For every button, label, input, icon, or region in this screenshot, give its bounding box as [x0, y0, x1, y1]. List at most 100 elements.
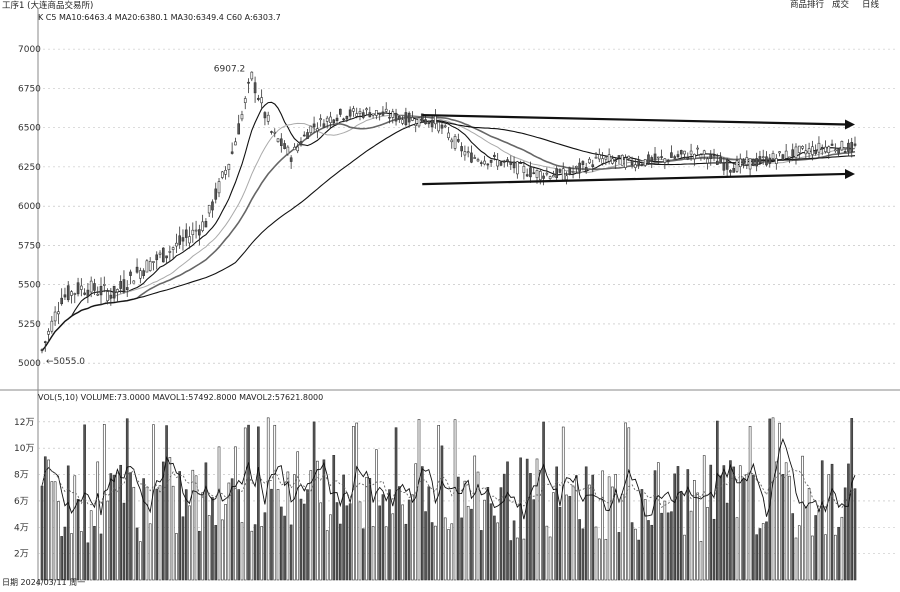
candle-body: [748, 158, 752, 170]
volume-bar: [584, 466, 588, 581]
volume-bar: [830, 463, 834, 581]
candle-body: [434, 115, 437, 125]
price-tick-label: 5000: [18, 359, 41, 369]
volume-bar: [309, 470, 313, 581]
volume-bar: [142, 478, 145, 581]
toolbar-button-ranking[interactable]: 商品排行: [790, 0, 825, 10]
volume-bar: [270, 488, 273, 581]
candle-body: [591, 164, 595, 167]
volume-bar: [794, 537, 798, 581]
trend-channel-arrows: [422, 113, 855, 186]
volume-bar: [555, 466, 558, 581]
candle-body: [817, 142, 821, 153]
volume-bar: [224, 504, 227, 581]
volume-bar: [430, 522, 434, 581]
candle-body: [830, 143, 834, 146]
candle-body: [834, 149, 837, 152]
volume-bar: [516, 537, 519, 581]
price-tick-label: 5750: [18, 241, 41, 251]
candle-body: [473, 157, 477, 159]
candle-body: [132, 280, 136, 284]
candle-body: [624, 157, 627, 168]
volume-bar: [407, 499, 411, 581]
candle-body: [394, 112, 398, 122]
volume-bar: [614, 474, 618, 581]
volume-bar: [568, 496, 572, 581]
window-title-exchange: (大连商品交易所): [27, 1, 94, 11]
candle-body: [339, 108, 342, 115]
volume-bar: [89, 510, 93, 581]
window-title-code: 工序1: [2, 1, 25, 11]
volume-bar: [742, 478, 745, 581]
candle-body: [204, 221, 208, 228]
volume-bar: [388, 489, 391, 581]
toolbar-button-trades[interactable]: 成交: [832, 0, 850, 10]
volume-bar: [352, 426, 355, 581]
volume-bar: [827, 474, 831, 581]
volume-bar: [781, 474, 785, 581]
candle-body: [656, 156, 660, 159]
volume-bar: [725, 502, 729, 581]
volume-bar: [404, 523, 408, 581]
volume-bar: [70, 533, 73, 581]
candle-body: [814, 150, 817, 154]
candle-body: [158, 252, 162, 255]
candle-body: [545, 172, 549, 175]
volume-bar: [201, 492, 204, 581]
candle-body: [443, 125, 447, 128]
high-price-label: 6907.2: [214, 64, 246, 74]
candle-body: [207, 204, 211, 214]
volume-bar: [401, 504, 404, 581]
volume-bar: [666, 512, 670, 581]
volume-bar: [476, 471, 480, 581]
candle-body: [555, 168, 558, 178]
candle-body: [611, 158, 614, 164]
candle-body: [430, 119, 434, 128]
volume-bar: [807, 488, 811, 581]
candle-body: [712, 154, 716, 157]
volume-bar: [368, 478, 372, 581]
volume-bar: [745, 474, 749, 581]
volume-bar: [260, 526, 263, 581]
volume-bar: [552, 492, 555, 581]
volume-bar: [171, 485, 175, 581]
volume-bar: [843, 487, 847, 581]
volume-bar: [319, 502, 322, 581]
volume-ma-lines: [41, 437, 856, 520]
toolbar-button-period[interactable]: 日线: [862, 0, 880, 10]
candle-body: [355, 113, 359, 117]
candle-body: [99, 286, 103, 296]
candle-body: [758, 156, 762, 164]
candle-body: [568, 167, 572, 175]
candle-body: [152, 261, 155, 263]
date-footer: 日期 2024/03/11 周一: [2, 578, 86, 587]
volume-bar: [63, 526, 67, 581]
volume-tick-label: 10万: [14, 444, 34, 454]
candle-body: [561, 168, 565, 181]
candle-body: [135, 266, 139, 273]
candle-body: [794, 146, 798, 159]
volume-bar: [532, 499, 536, 581]
volume-bar: [817, 509, 821, 581]
volume-tick-label: 2万: [14, 550, 29, 560]
volume-bar: [57, 501, 60, 581]
candle-body: [765, 156, 768, 166]
volume-bar: [811, 535, 814, 581]
volume-bar: [184, 489, 188, 581]
candle-body: [296, 146, 300, 152]
candle-body: [302, 134, 306, 137]
volume-bar: [335, 502, 339, 581]
candle-body: [279, 138, 283, 146]
volume-bar: [86, 542, 90, 581]
volume-bar: [358, 501, 362, 581]
candle-body: [571, 171, 575, 173]
candle-body: [519, 162, 522, 164]
volume-bar: [529, 473, 532, 581]
candle-body: [407, 112, 411, 123]
candle-body: [119, 281, 122, 289]
candle-body: [784, 150, 788, 159]
volume-bar: [502, 473, 506, 581]
volume-bar: [847, 463, 850, 581]
volume-bar: [398, 486, 401, 581]
candle-body: [125, 287, 129, 291]
